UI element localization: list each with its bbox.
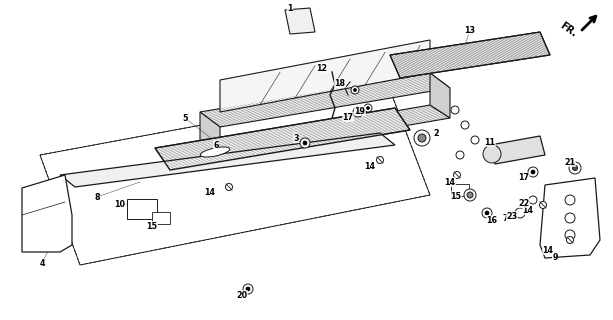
Text: FR.: FR. xyxy=(558,21,578,39)
Text: 22: 22 xyxy=(519,198,530,207)
Circle shape xyxy=(414,130,430,146)
Text: 8: 8 xyxy=(94,193,100,202)
Text: 4: 4 xyxy=(39,259,45,268)
Circle shape xyxy=(246,287,250,291)
Polygon shape xyxy=(390,32,550,78)
Ellipse shape xyxy=(200,147,230,157)
Circle shape xyxy=(485,211,489,215)
Circle shape xyxy=(243,284,253,294)
Text: 17: 17 xyxy=(343,113,354,122)
Circle shape xyxy=(356,110,360,114)
Circle shape xyxy=(354,89,357,92)
Text: 14: 14 xyxy=(522,205,533,214)
Circle shape xyxy=(566,236,574,244)
Text: 21: 21 xyxy=(565,157,576,166)
Circle shape xyxy=(482,208,492,218)
Polygon shape xyxy=(490,136,545,164)
Circle shape xyxy=(454,172,460,179)
Polygon shape xyxy=(430,73,450,118)
Text: 14: 14 xyxy=(205,188,216,196)
Text: 18: 18 xyxy=(335,78,346,87)
Text: 14: 14 xyxy=(444,178,455,187)
Circle shape xyxy=(539,202,547,209)
Text: 15: 15 xyxy=(147,221,158,230)
Circle shape xyxy=(300,138,310,148)
Text: 11: 11 xyxy=(484,138,495,147)
Circle shape xyxy=(353,107,363,117)
Circle shape xyxy=(376,156,384,164)
Polygon shape xyxy=(60,133,395,187)
Text: 13: 13 xyxy=(465,26,476,35)
Circle shape xyxy=(464,189,476,201)
Polygon shape xyxy=(200,73,450,127)
Text: 23: 23 xyxy=(506,212,517,220)
Polygon shape xyxy=(155,108,410,170)
Circle shape xyxy=(418,134,426,142)
Circle shape xyxy=(467,192,473,198)
Text: 10: 10 xyxy=(115,199,126,209)
Polygon shape xyxy=(200,105,450,158)
Circle shape xyxy=(226,183,232,190)
Circle shape xyxy=(529,196,537,204)
Circle shape xyxy=(528,167,538,177)
Text: 7: 7 xyxy=(502,213,508,222)
Circle shape xyxy=(461,121,469,129)
Text: 16: 16 xyxy=(487,215,498,225)
Circle shape xyxy=(303,141,307,145)
Circle shape xyxy=(531,170,535,174)
Circle shape xyxy=(471,136,479,144)
Text: 1: 1 xyxy=(287,4,293,12)
Circle shape xyxy=(367,107,370,109)
Text: 5: 5 xyxy=(182,114,188,123)
Circle shape xyxy=(515,208,525,218)
Circle shape xyxy=(565,230,575,240)
Circle shape xyxy=(483,145,501,163)
FancyBboxPatch shape xyxy=(451,184,469,196)
Polygon shape xyxy=(285,8,315,34)
Circle shape xyxy=(456,151,464,159)
Text: 6: 6 xyxy=(213,140,219,149)
Text: 14: 14 xyxy=(543,245,554,254)
Polygon shape xyxy=(220,40,430,112)
Text: 14: 14 xyxy=(365,162,376,171)
Polygon shape xyxy=(200,112,220,158)
Circle shape xyxy=(573,165,577,171)
Text: 9: 9 xyxy=(552,253,558,262)
Polygon shape xyxy=(540,178,600,258)
FancyBboxPatch shape xyxy=(127,199,157,219)
Polygon shape xyxy=(22,175,72,252)
Circle shape xyxy=(364,104,372,112)
Circle shape xyxy=(565,213,575,223)
Text: 3: 3 xyxy=(293,133,299,142)
Text: 2: 2 xyxy=(433,129,439,138)
Circle shape xyxy=(351,86,359,94)
Circle shape xyxy=(565,195,575,205)
Text: 17: 17 xyxy=(519,172,530,181)
Text: 12: 12 xyxy=(316,63,327,73)
Text: 15: 15 xyxy=(451,191,462,201)
FancyBboxPatch shape xyxy=(152,212,170,224)
Circle shape xyxy=(569,162,581,174)
Circle shape xyxy=(451,106,459,114)
Text: 20: 20 xyxy=(237,291,248,300)
Text: 19: 19 xyxy=(354,107,365,116)
